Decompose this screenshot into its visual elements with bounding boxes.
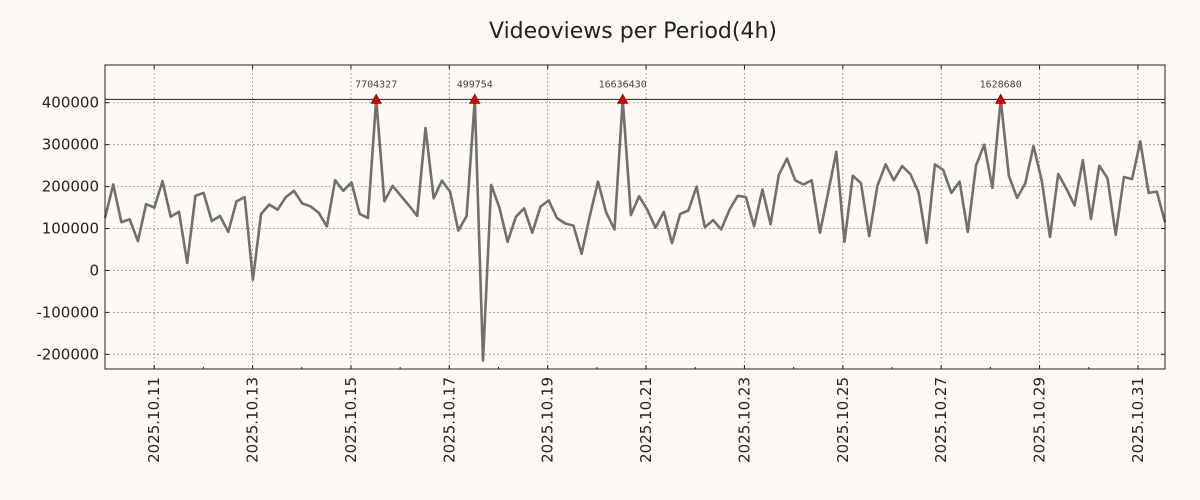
x-tick-label: 2025.10.23 [735,377,753,463]
y-tick-label: 100000 [42,220,99,238]
x-tick-label: 2025.10.21 [637,377,655,463]
grid-lines [105,65,1165,369]
y-tick-label: -100000 [36,303,99,321]
peak-label: 16636430 [599,79,647,90]
x-tick-label: 2025.10.17 [440,377,458,463]
y-tick-label: 300000 [42,136,99,154]
x-tick-label: 2025.10.31 [1129,377,1147,463]
y-tick-label: 200000 [42,178,99,196]
peak-marker [994,93,1007,104]
peak-label: 499754 [457,79,493,90]
y-tick-label: -200000 [36,345,99,363]
peak-marker [370,93,382,104]
y-tick-label: 400000 [42,94,99,112]
y-tick-label: 0 [89,261,99,279]
peak-marker [469,93,481,104]
x-tick-label: 2025.10.11 [145,377,163,463]
peak-label: 1628680 [980,79,1022,90]
x-axis-ticks: 2025.10.11 2025.10.13 2025.10.15 2025.10.17… [104,65,1147,463]
chart-title: Videoviews per Period(4h) [489,19,777,44]
x-tick-label: 2025.10.29 [1031,377,1049,463]
series-group [103,98,1167,362]
plot-frame [104,64,1166,370]
x-tick-label: 2025.10.27 [932,377,950,463]
x-tick-label: 2025.10.19 [539,377,557,463]
x-tick-label: 2025.10.25 [834,377,852,463]
peak-label: 7704327 [355,79,397,90]
peak-markers: 7704327 499754 16636430 1628680 [355,79,1022,104]
series-line [103,98,1167,362]
x-tick-label: 2025.10.13 [244,377,262,463]
x-tick-label: 2025.10.15 [342,377,360,463]
peak-marker [616,93,629,104]
y-axis-ticks: -200000 -100000 0 100000 200000 300000 400000 [36,94,1165,363]
